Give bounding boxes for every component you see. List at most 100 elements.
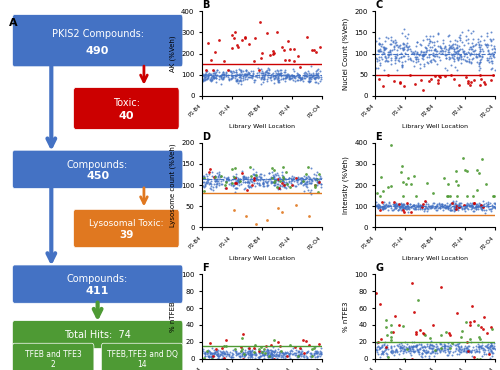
Point [379,204,387,210]
Point [432,347,440,353]
Point [313,67,321,73]
Point [310,72,318,78]
Point [486,343,494,349]
Point [491,48,499,54]
Point [212,73,220,79]
Point [429,56,437,62]
Point [218,178,226,184]
Point [423,47,431,53]
Point [476,64,484,70]
Point [374,351,382,357]
Point [484,341,492,347]
Point [457,200,465,206]
Point [246,349,254,355]
Point [269,172,277,178]
Point [380,203,388,209]
Point [203,349,211,355]
Point [222,72,230,78]
Point [276,71,284,77]
Point [234,353,242,359]
Point [466,50,474,56]
Point [427,76,435,82]
Point [295,73,303,79]
Point [215,74,223,80]
Point [263,350,271,356]
Point [215,73,223,78]
Point [240,173,248,179]
Point [467,78,475,84]
Point [442,205,450,211]
Point [202,67,210,73]
Point [454,182,462,188]
Point [286,180,294,186]
Point [419,53,427,59]
Point [202,77,209,83]
Point [400,83,408,88]
Point [200,77,208,83]
Point [446,204,454,210]
Point [294,53,302,59]
Point [250,77,258,83]
Point [243,71,251,77]
Point [434,80,442,85]
Point [278,180,286,186]
Point [485,59,493,65]
Point [261,72,269,78]
Point [444,348,452,354]
Point [224,177,232,183]
Point [452,201,460,206]
Point [310,47,318,53]
Point [234,351,241,357]
Point [482,203,490,209]
Point [297,349,305,355]
Point [314,179,322,185]
Point [444,346,452,352]
Point [232,174,240,180]
Point [300,69,308,75]
Point [401,205,409,211]
Point [441,343,449,349]
Text: 39: 39 [119,231,134,240]
Point [228,354,235,360]
Point [436,46,444,51]
Point [486,201,494,206]
Point [399,53,407,59]
Point [201,352,209,357]
Point [478,202,486,208]
Point [461,166,469,172]
Point [282,73,290,78]
Point [227,354,235,360]
Point [439,204,447,210]
Point [254,177,262,183]
Point [226,352,234,357]
Point [474,344,482,350]
Point [296,175,304,181]
Point [393,42,401,48]
Point [280,179,288,185]
Point [234,78,241,84]
Point [372,347,380,353]
Point [444,204,452,210]
Point [428,342,436,348]
Point [478,156,486,162]
Point [204,181,212,186]
Point [273,67,281,73]
Point [416,52,424,58]
Point [220,174,228,179]
Text: TFEB and TFE3
2: TFEB and TFE3 2 [25,350,82,370]
Point [442,55,450,61]
Point [291,344,299,350]
Point [489,52,497,58]
Point [446,332,454,338]
Point [205,70,213,75]
Point [402,181,409,187]
Point [210,73,218,78]
Point [254,73,262,78]
Point [230,182,238,188]
Point [392,40,400,46]
Point [387,34,395,40]
Point [294,352,302,358]
Point [478,353,486,359]
Point [258,180,266,186]
Point [266,77,274,83]
